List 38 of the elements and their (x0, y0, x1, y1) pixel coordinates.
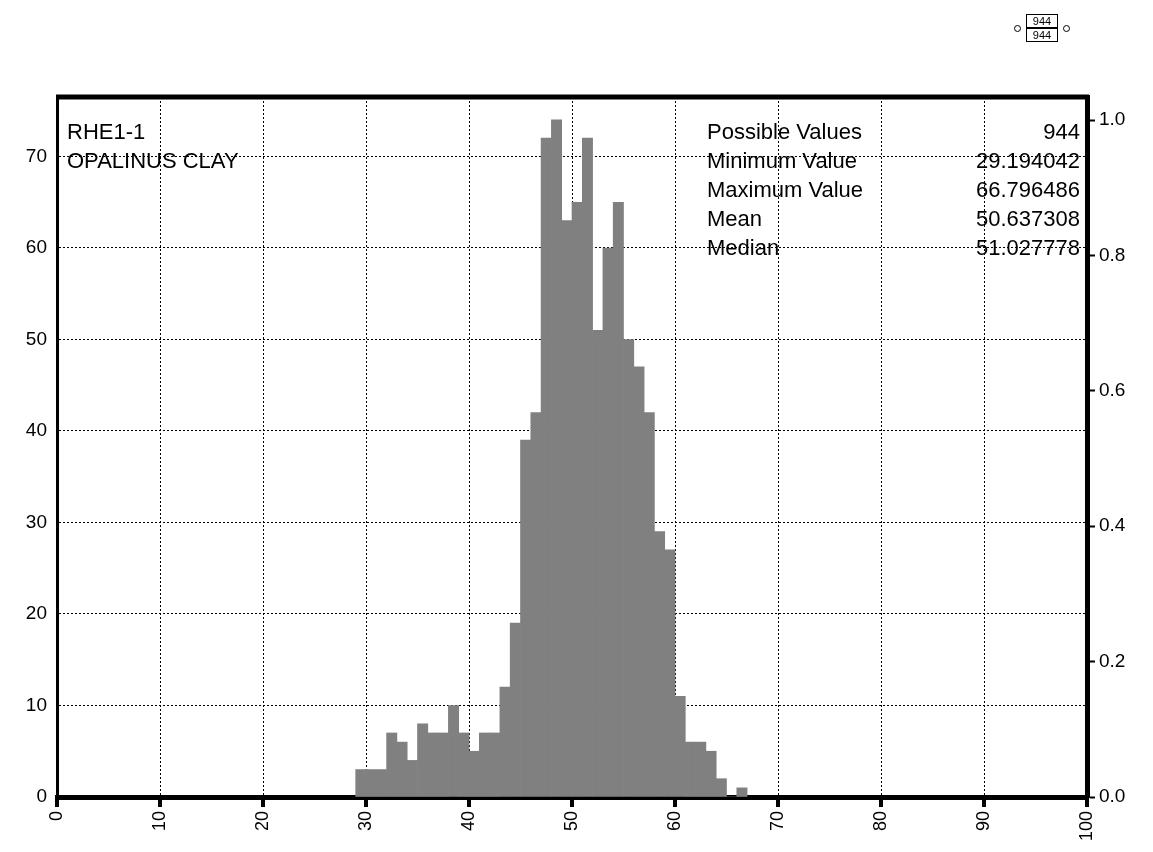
y-tick-label: 0 (36, 785, 47, 807)
annotation: 29.194042 (976, 148, 1080, 174)
annotation: 66.796486 (976, 177, 1080, 203)
x-tick-label: 50 (560, 811, 581, 832)
x-tick-label: 70 (766, 811, 787, 832)
x-tick-label: 100 (1075, 811, 1096, 842)
x-tick-label: 30 (354, 811, 375, 832)
y-tick-label: 20 (25, 602, 47, 624)
y-tick-label: 50 (25, 327, 47, 349)
y2-tick-label: 0.2 (1099, 649, 1126, 671)
y-tick-label: 70 (25, 144, 47, 166)
x-tick-label: 60 (663, 811, 684, 832)
y-tick-label: 10 (25, 693, 47, 715)
annotation: 50.637308 (976, 206, 1080, 232)
text: 944 (1026, 14, 1058, 28)
annotation: Maximum Value (707, 177, 864, 203)
annotation: Possible Values (707, 119, 862, 145)
y2-tick-label: 1.0 (1099, 108, 1126, 130)
y-tick-label: 40 (25, 419, 47, 441)
y2-tick-label: 0.6 (1099, 379, 1126, 401)
text: OPALINUS CLAY (67, 148, 239, 174)
annotation: 944 (1043, 119, 1080, 145)
y2-tick-label: 0.8 (1099, 243, 1126, 265)
y2-tick-label: 0.4 (1099, 514, 1126, 536)
text: 944 (1026, 28, 1058, 42)
x-tick-label: 40 (457, 811, 478, 832)
text: RHE1-1 (67, 119, 146, 145)
x-tick-label: 10 (148, 811, 169, 832)
x-tick-label: 80 (869, 811, 890, 832)
y-tick-label: 30 (25, 510, 47, 532)
y2-tick-label: 0.0 (1099, 785, 1126, 807)
y-tick-label: 60 (25, 236, 47, 258)
x-tick-label: 20 (251, 811, 272, 832)
x-tick-label: 0 (45, 811, 66, 822)
annotation: 51.027778 (976, 235, 1080, 261)
annotation: Median (707, 235, 780, 261)
annotation: Mean (707, 206, 763, 232)
x-tick-label: 90 (972, 811, 993, 832)
